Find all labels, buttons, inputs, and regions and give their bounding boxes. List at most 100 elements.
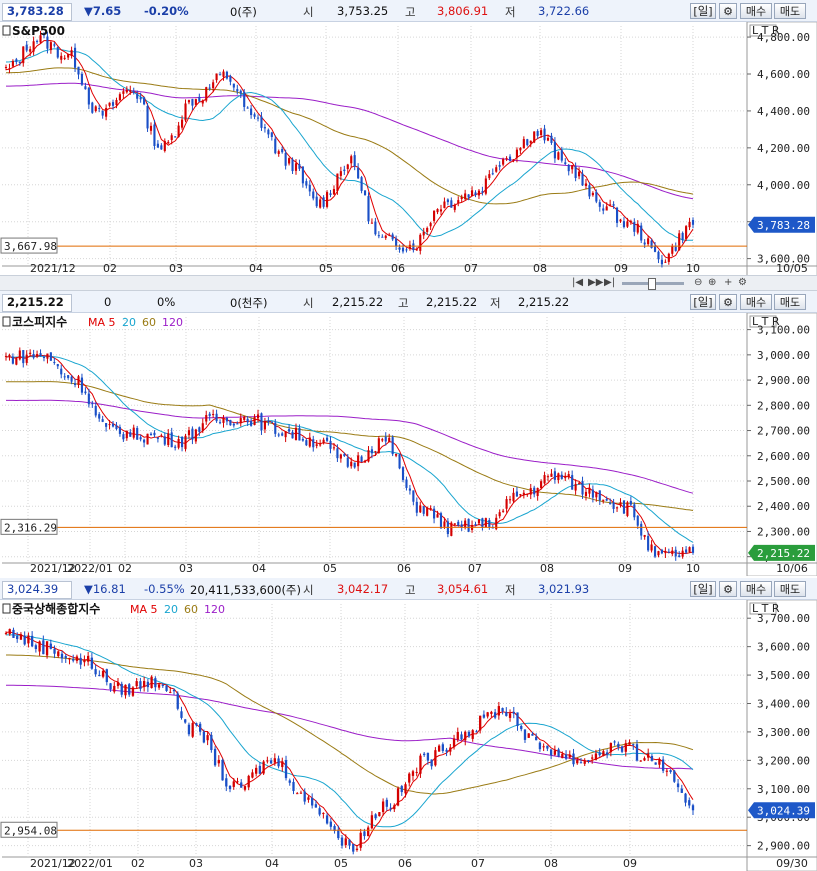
candle-body <box>526 493 529 495</box>
candle-body <box>340 837 344 846</box>
candle-body <box>450 200 453 208</box>
candle-body <box>581 173 584 186</box>
buy-button[interactable]: 매수 <box>740 581 772 597</box>
candle-body <box>443 521 446 527</box>
candle-body <box>118 426 121 434</box>
candle-body <box>591 489 594 498</box>
candle-body <box>564 162 567 165</box>
last-button[interactable]: ▶| <box>604 277 616 288</box>
ma-legend-1: 20 <box>122 316 136 329</box>
candle-body <box>412 243 415 251</box>
candle-body <box>434 750 437 766</box>
candle-body <box>181 119 184 128</box>
candle-body <box>39 353 42 357</box>
candle-body <box>381 801 385 813</box>
candle-body <box>415 501 418 513</box>
candle-body <box>633 222 636 232</box>
candle-body <box>27 635 30 644</box>
candle-body <box>337 829 340 839</box>
candle-body <box>281 148 284 153</box>
buy-button[interactable]: 매수 <box>740 3 772 19</box>
candle-body <box>143 439 146 443</box>
settings-gear-icon[interactable]: ⚙ <box>719 581 737 597</box>
period-button[interactable]: [일] <box>690 294 716 310</box>
candle-body <box>430 759 433 767</box>
sell-button[interactable]: 매도 <box>774 3 806 19</box>
candle-body <box>681 550 684 557</box>
candle-body <box>643 242 646 245</box>
candle-body <box>64 656 67 659</box>
candle-body <box>19 634 23 640</box>
y-tick-label: 2,900.00 <box>757 840 810 853</box>
candle-body <box>184 719 187 723</box>
candle-body <box>626 221 629 227</box>
buy-button[interactable]: 매수 <box>740 294 772 310</box>
candle-body <box>86 655 90 662</box>
candle-body <box>542 746 545 748</box>
candle-body <box>363 460 367 463</box>
candle-body <box>359 832 362 848</box>
chart-scrollbar[interactable]: |◀ ▶▶ ▶| ⊖ ⊕ + ⚙ <box>0 275 817 291</box>
candle-body <box>505 711 508 716</box>
candle-body <box>91 403 94 405</box>
candle-body <box>70 376 73 382</box>
candle-body <box>84 391 87 394</box>
chart-shanghai[interactable]: L T R2,900.003,000.003,100.003,200.003,3… <box>0 600 817 871</box>
period-button[interactable]: [일] <box>690 581 716 597</box>
y-axis-area <box>746 22 817 276</box>
candle-body <box>647 238 650 245</box>
period-button[interactable]: [일] <box>690 3 716 19</box>
candle-body <box>73 383 77 386</box>
candle-body <box>142 681 146 688</box>
zoom-out-icon[interactable]: ⊖ <box>694 277 703 288</box>
first-button[interactable]: |◀ <box>572 277 584 288</box>
candle-body <box>357 455 360 467</box>
candle-body <box>691 805 695 811</box>
add-icon[interactable]: + <box>724 277 733 288</box>
candle-body <box>443 201 446 209</box>
candle-body <box>139 681 142 689</box>
candle-body <box>322 812 325 814</box>
candle-body <box>389 807 392 809</box>
change: 0 <box>104 295 112 309</box>
candle-body <box>32 353 35 358</box>
settings-gear-icon[interactable]: ⚙ <box>719 3 737 19</box>
candle-body <box>622 221 626 228</box>
zoom-in-icon[interactable]: ⊕ <box>708 277 717 288</box>
play-button[interactable]: ▶▶ <box>588 277 604 288</box>
candle-body <box>325 815 329 824</box>
candle-body <box>222 417 225 423</box>
x-tick-label: 10 <box>686 262 700 275</box>
candle-body <box>34 645 38 650</box>
low-label: 저 <box>505 5 516 19</box>
change-pct: -0.20% <box>144 4 189 18</box>
candle-body <box>38 641 41 652</box>
y-tick-label: 4,400.00 <box>757 105 810 118</box>
config-gear-icon[interactable]: ⚙ <box>738 277 747 288</box>
quote-bar: 2,215.22 0 0% 0(천주) 시 2,215.22 고 2,215.2… <box>0 291 817 313</box>
open-label: 시 <box>303 296 314 310</box>
candle-body <box>262 761 265 774</box>
candle-body <box>464 731 467 741</box>
candle-body <box>329 821 332 827</box>
candle-body <box>49 42 52 51</box>
candle-body <box>522 139 525 149</box>
ma-60-line <box>6 67 694 205</box>
zoom-slider-thumb[interactable] <box>648 278 656 290</box>
chart-kospi[interactable]: L T R2,200.002,300.002,400.002,500.002,6… <box>0 313 817 576</box>
candle-body <box>291 431 294 439</box>
candle-body <box>18 350 21 360</box>
candle-body <box>87 87 90 105</box>
candle-body <box>381 439 384 441</box>
candle-body <box>665 770 669 772</box>
settings-gear-icon[interactable]: ⚙ <box>719 294 737 310</box>
sell-button[interactable]: 매도 <box>774 294 806 310</box>
candle-body <box>336 173 339 191</box>
candle-body <box>408 773 411 783</box>
sell-button[interactable]: 매도 <box>774 581 806 597</box>
candle-body <box>429 223 432 227</box>
chart-spx[interactable]: L T R3,600.003,800.004,000.004,200.004,4… <box>0 22 817 276</box>
x-tick-label: 03 <box>179 562 193 575</box>
candle-body <box>400 786 403 793</box>
candle-body <box>120 683 123 695</box>
